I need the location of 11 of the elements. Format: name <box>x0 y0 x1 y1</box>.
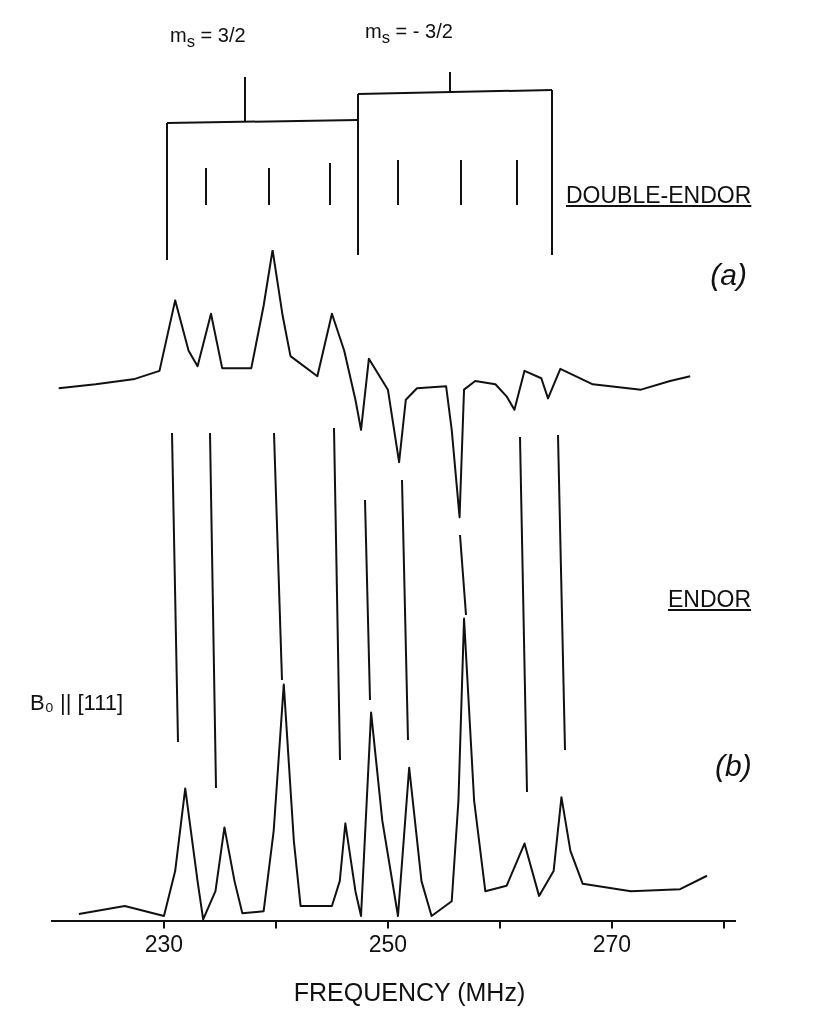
text: (b) <box>715 749 752 783</box>
x-tick-label: 230 <box>144 930 184 957</box>
text: m$_{s}$ = 3/2 <box>170 24 246 52</box>
text: (a) <box>710 257 747 291</box>
annotation: ENDOR <box>668 586 752 613</box>
text: m$_{s}$ = - 3/2 <box>365 20 453 48</box>
text: DOUBLE-ENDOR <box>566 182 752 209</box>
x-tick-label: 250 <box>368 930 408 957</box>
annotation: B₀ || [111] <box>30 690 124 716</box>
x-axis-title: FREQUENCY (MHz) <box>292 978 527 1007</box>
x-tick-label: 270 <box>592 930 632 957</box>
